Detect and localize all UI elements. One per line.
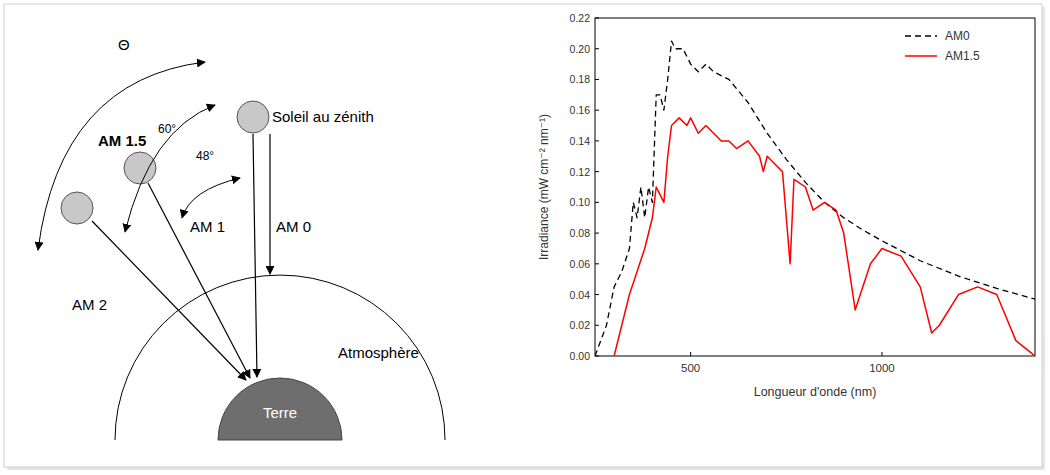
y-tick — [595, 325, 599, 326]
sun-ray — [148, 183, 250, 378]
y-tick-label: 0.12 — [570, 166, 591, 178]
angle-label: 60° — [158, 122, 176, 136]
y-tick-label: 0.16 — [570, 104, 591, 116]
sun — [237, 101, 269, 133]
legend-swatch — [905, 55, 937, 57]
earth — [218, 378, 342, 440]
y-tick-label: 0.14 — [570, 135, 591, 147]
legend-label: AM1.5 — [945, 49, 980, 63]
y-axis-title: Irradiance (mW cm⁻² nm⁻¹) — [537, 114, 551, 260]
y-tick-label: 0.04 — [570, 289, 591, 301]
plot-frame — [595, 18, 1035, 356]
angle-arc — [182, 178, 240, 218]
y-tick-label: 0.20 — [570, 43, 591, 55]
y-tick — [595, 294, 599, 295]
sun — [61, 192, 93, 224]
y-tick — [595, 171, 599, 172]
y-tick-label: 0.22 — [570, 12, 591, 24]
sun — [124, 152, 156, 184]
sun-label: Soleil au zénith — [272, 108, 374, 125]
air-mass-label: AM 2 — [72, 296, 107, 313]
y-tick-label: 0.02 — [570, 319, 591, 331]
y-tick — [595, 202, 599, 203]
series-line — [595, 41, 1035, 356]
y-tick — [595, 79, 599, 80]
air-mass-label: AM 0 — [276, 218, 311, 235]
series-line — [614, 118, 1035, 356]
x-tick — [881, 352, 882, 356]
legend-label: AM0 — [945, 29, 970, 43]
diagram: Terre Atmosphère Soleil au zénith Θ 60° 48° AM… — [38, 36, 445, 440]
x-tick-label: 1000 — [869, 362, 895, 374]
figure: Terre Atmosphère Soleil au zénith Θ 60° 48° AM… — [0, 0, 1050, 475]
atmosphere — [115, 275, 445, 440]
air-mass-label: AM 1.5 — [98, 132, 146, 149]
air-mass-label: AM 1 — [190, 218, 225, 235]
y-tick — [595, 18, 599, 19]
x-axis-title: Longueur d'onde (nm) — [754, 385, 877, 399]
x-tick-label: 500 — [681, 362, 700, 374]
angle-label: 48° — [196, 149, 214, 163]
angle-arc — [38, 62, 205, 250]
sun-ray — [253, 134, 257, 377]
chart: 0.00 0.02 0.04 0.06 0.08 0.10 0.12 0.14 0.16 0.18… — [537, 12, 1035, 399]
y-tick-label: 0.00 — [570, 350, 591, 362]
legend-swatch — [905, 35, 937, 37]
atmosphere-label: Atmosphère — [338, 344, 419, 361]
angle-arc — [125, 105, 215, 232]
x-tick — [690, 352, 691, 356]
y-tick-label: 0.10 — [570, 196, 591, 208]
y-tick — [595, 140, 599, 141]
frame — [4, 4, 1042, 467]
y-tick — [595, 233, 599, 234]
sun-ray — [92, 221, 246, 380]
y-tick-label: 0.08 — [570, 227, 591, 239]
series-group — [595, 41, 1035, 356]
theta-label: Θ — [118, 36, 130, 53]
y-tick — [595, 263, 599, 264]
y-tick — [595, 110, 599, 111]
earth-label: Terre — [263, 404, 297, 421]
y-tick-label: 0.06 — [570, 258, 591, 270]
sun-ray — [269, 134, 270, 274]
y-tick-label: 0.18 — [570, 73, 591, 85]
y-tick — [595, 48, 599, 49]
